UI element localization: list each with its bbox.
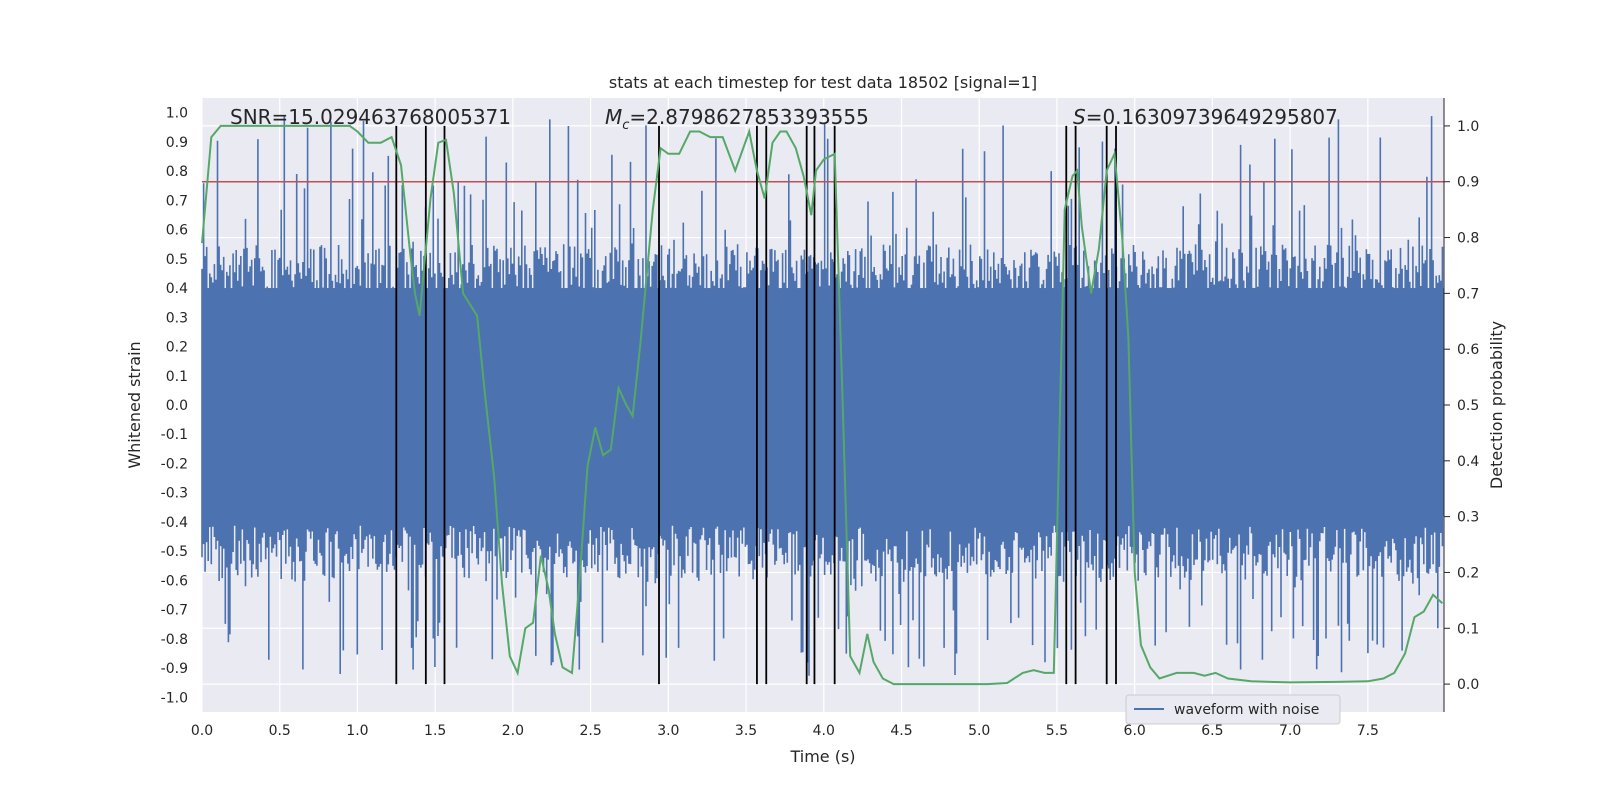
x-tick-label: 5.0 [968,723,990,739]
x-tick-label: 1.5 [424,723,446,739]
legend: waveform with noise [1125,694,1341,725]
chirp-mass-subscript: c [622,118,629,133]
y-right-tick-label: 0.8 [1457,231,1479,247]
probability-layer [201,124,1444,686]
y-tick-label: 0.0 [166,398,188,414]
x-tick-label: 2.5 [579,723,601,739]
y-right-tick-label: 0.3 [1457,510,1479,526]
chart-title: stats at each timestep for test data 185… [609,73,1037,92]
y-tick-label: 0.1 [166,369,188,385]
y-right-tick-label: 0.4 [1457,454,1479,470]
y-axis-title: Whitened strain [125,341,144,468]
y-right-tick-label: 0.5 [1457,398,1479,414]
x-axis-title: Time (s) [789,747,855,766]
y-tick-label: -0.1 [161,427,188,443]
y-tick-label: 0.4 [166,281,188,297]
y-right-tick-label: 0.0 [1457,677,1479,693]
probability-line [201,124,1444,686]
event-lines-layer [395,125,1117,685]
y-right-tick-label: 0.9 [1457,175,1479,191]
legend-label-waveform: waveform with noise [1174,702,1319,718]
chirp-mass-annotation: Mc=2.8798627853393555 [605,105,869,133]
y-tick-label: -0.5 [161,544,188,560]
x-tick-label: 4.0 [813,723,835,739]
chirp-mass-value: =2.8798627853393555 [629,105,868,129]
y-right-tick-label: 0.2 [1457,565,1479,581]
waveform-layer [201,115,1444,676]
x-tick-label: 7.5 [1357,723,1379,739]
x-tick-label: 4.5 [890,723,912,739]
x-tick-label: 3.0 [657,723,679,739]
y-tick-label: -0.6 [161,573,188,589]
s-annotation: S=0.16309739649295807 [1073,105,1338,129]
y-right-axis-title: Detection probability [1487,321,1506,489]
waveform-series [201,115,1444,676]
y-right-tick-label: 0.6 [1457,342,1479,358]
y-tick-label: -0.7 [161,603,188,619]
y-tick-label: -0.9 [161,661,188,677]
y-tick-label: 1.0 [166,106,188,122]
y-tick-label: -1.0 [161,690,188,706]
axis-layer: 0.0 0.5 1.0 1.5 2.0 2.5 3.0 3.5 4.0 4.5 5.0 5.5 6.0 6… [161,98,1479,739]
x-tick-label: 6.5 [1201,723,1223,739]
chirp-mass-symbol: M [605,105,622,129]
s-symbol: S [1073,105,1086,129]
x-tick-label: 0.5 [269,723,291,739]
snr-annotation: SNR=15.029463768005371 [230,105,511,129]
legend-box [1125,694,1341,725]
y-tick-label: 0.8 [166,164,188,180]
y-tick-label: -0.2 [161,456,188,472]
x-tick-label: 2.0 [502,723,524,739]
y-tick-label: 0.5 [166,252,188,268]
y-tick-label: 0.7 [166,193,188,209]
y-right-tick-label: 0.1 [1457,621,1479,637]
y-tick-label: -0.3 [161,486,188,502]
y-tick-label: -0.4 [161,515,188,531]
y-tick-label: 0.9 [166,135,188,151]
y-tick-label: 0.3 [166,310,188,326]
y-right-tick-label: 1.0 [1457,119,1479,135]
s-value: =0.16309739649295807 [1086,105,1338,129]
x-tick-label: 1.0 [346,723,368,739]
x-tick-label: 5.5 [1046,723,1068,739]
x-tick-label: 6.0 [1124,723,1146,739]
x-tick-label: 3.5 [735,723,757,739]
x-tick-label: 7.0 [1279,723,1301,739]
y-right-tick-label: 0.7 [1457,286,1479,302]
y-tick-label: -0.8 [161,632,188,648]
y-tick-label: 0.2 [166,340,188,356]
x-tick-label: 0.0 [191,723,213,739]
y-tick-label: 0.6 [166,223,188,239]
